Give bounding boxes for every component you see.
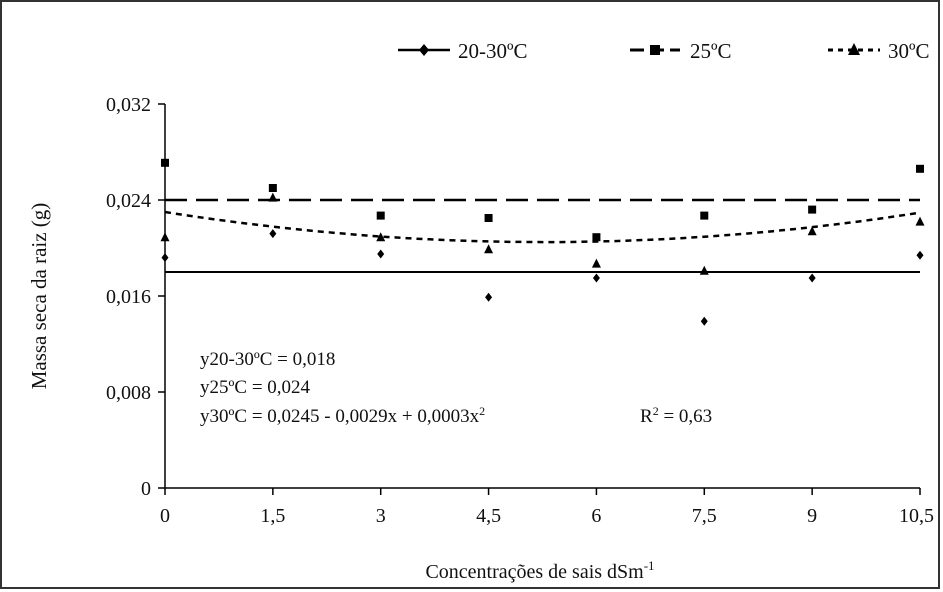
point-series-1 xyxy=(161,158,169,167)
point-series-2 xyxy=(591,258,601,268)
legend-item-30: 30ºC xyxy=(828,39,930,63)
fit-lines xyxy=(164,198,921,273)
point-series-2 xyxy=(807,226,817,236)
point-series-0 xyxy=(592,273,600,283)
y-tick-label: 0,024 xyxy=(106,190,151,212)
fit-line-2 xyxy=(164,210,921,244)
x-axis-label: Concentrações de sais dSm-1 xyxy=(425,558,654,583)
x-tick-label: 6 xyxy=(591,505,601,527)
y-axis-label: Massa seca da raiz (g) xyxy=(27,203,51,390)
point-series-1 xyxy=(268,184,277,192)
point-series-2 xyxy=(484,244,494,254)
legend-item-25: 25ºC xyxy=(630,39,732,63)
point-series-0 xyxy=(377,249,385,259)
legend-item-20-30: 20-30ºC xyxy=(398,39,528,63)
point-series-1 xyxy=(376,211,385,220)
x-tick-label: 10,5 xyxy=(899,505,934,527)
legend: 20-30ºC 25ºC 30ºC xyxy=(398,39,930,63)
y-ticks: 0 0,008 0,016 0,024 0,032 xyxy=(106,94,165,500)
r-squared: R2 = 0,63 xyxy=(640,404,712,427)
point-series-1 xyxy=(916,164,924,173)
point-series-2 xyxy=(915,216,925,226)
x-tick-label: 3 xyxy=(376,505,386,527)
point-series-0 xyxy=(808,273,816,283)
point-series-2 xyxy=(376,232,386,242)
x-tick-label: 1,5 xyxy=(260,505,285,527)
x-tick-label: 4,5 xyxy=(476,505,501,527)
point-series-2 xyxy=(160,232,170,242)
point-series-2 xyxy=(699,265,709,275)
y-tick-label: 0,032 xyxy=(106,94,151,116)
legend-label-30: 30ºC xyxy=(888,39,930,63)
y-tick-label: 0,016 xyxy=(106,286,151,308)
equation-20-30: y20-30ºC = 0,018 xyxy=(200,349,335,370)
point-series-1 xyxy=(592,233,601,242)
equation-25: y25ºC = 0,024 xyxy=(200,377,311,398)
point-series-1 xyxy=(808,205,817,214)
x-tick-label: 7,5 xyxy=(692,505,717,527)
point-series-0 xyxy=(269,229,277,239)
legend-label-20-30: 20-30ºC xyxy=(458,39,528,63)
x-ticks: 0 1,5 3 4,5 6 7,5 9 10,5 xyxy=(160,488,934,527)
point-series-0 xyxy=(916,250,924,260)
point-series-1 xyxy=(484,214,493,222)
y-tick-label: 0 xyxy=(141,478,151,500)
point-series-1 xyxy=(700,211,709,220)
point-series-0 xyxy=(161,253,169,263)
point-series-0 xyxy=(485,292,493,302)
point-series-0 xyxy=(700,316,708,326)
data-points xyxy=(160,158,925,326)
y-tick-label: 0,008 xyxy=(106,382,151,404)
legend-label-25: 25ºC xyxy=(690,39,732,63)
x-tick-label: 9 xyxy=(807,505,817,527)
equation-30: y30ºC = 0,0245 - 0,0029x + 0,0003x2 xyxy=(200,404,485,427)
point-series-2 xyxy=(268,192,278,202)
x-tick-label: 0 xyxy=(160,505,170,527)
